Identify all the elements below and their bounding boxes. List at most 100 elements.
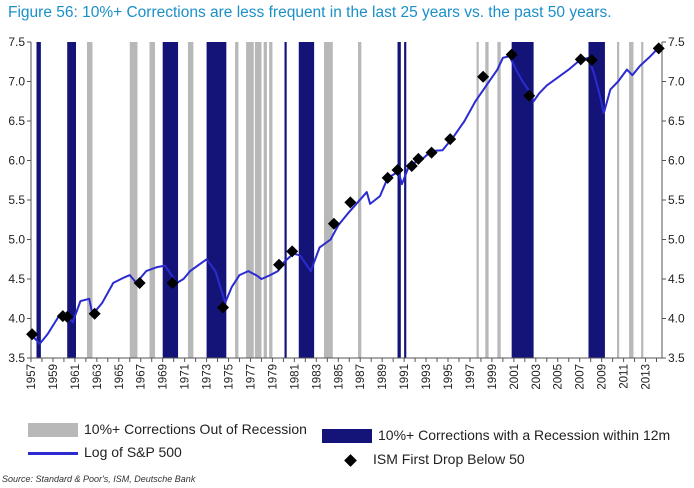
y-tick-label-right-4: 5.5 <box>668 193 685 207</box>
legend-corrections-label: 10%+ Corrections Out of Recession <box>84 421 307 437</box>
sp500-line-group <box>30 49 658 345</box>
correction-band-16 <box>641 42 644 358</box>
x-tick-label-1: 1959 <box>48 364 60 390</box>
ism-marker-3 <box>88 307 101 320</box>
y-tick-label-left-3: 5.0 <box>8 233 25 247</box>
y-tick-label-left-5: 6.0 <box>8 154 25 168</box>
ism-marker-9 <box>327 217 340 230</box>
y-tick-label-left-2: 4.5 <box>8 272 25 286</box>
recession-band-4 <box>284 42 287 358</box>
recession-band-5 <box>298 42 315 358</box>
x-tick-label-18: 1993 <box>421 364 433 390</box>
ism-marker-22 <box>652 42 665 55</box>
x-tick-label-7: 1971 <box>180 364 192 390</box>
x-tick-label-17: 1991 <box>399 364 411 390</box>
correction-bands <box>36 42 644 358</box>
x-tick-label-0: 1957 <box>26 364 38 390</box>
ism-marker-8 <box>286 245 299 258</box>
ism-marker-2 <box>61 310 74 323</box>
x-tick-label-23: 2003 <box>531 364 543 390</box>
legend-ism-marker <box>344 453 357 467</box>
correction-band-2 <box>149 42 156 358</box>
correction-band-3 <box>187 42 194 358</box>
x-tick-label-28: 2013 <box>641 364 653 390</box>
y-tick-label-left-6: 6.5 <box>8 114 25 128</box>
x-tick-label-5: 1967 <box>136 364 148 390</box>
correction-band-8 <box>269 42 273 358</box>
ism-marker-18 <box>505 48 518 61</box>
chart-title: Figure 56: 10%+ Corrections are less fre… <box>8 4 612 21</box>
ism-marker-20 <box>574 53 587 66</box>
ism-markers <box>26 42 665 341</box>
x-tick-label-26: 2009 <box>597 364 609 390</box>
recession-band-9 <box>588 42 605 358</box>
ism-marker-10 <box>344 196 357 209</box>
correction-band-13 <box>497 42 501 358</box>
recession-band-0 <box>36 42 41 358</box>
x-tick-label-15: 1987 <box>355 364 367 390</box>
recession-band-1 <box>67 42 76 358</box>
legend-recession-swatch <box>322 429 372 444</box>
correction-band-1 <box>129 42 138 358</box>
recession-band-2 <box>162 42 179 358</box>
correction-band-9 <box>324 42 333 358</box>
x-tick-label-14: 1985 <box>333 364 345 390</box>
x-tick-label-21: 1999 <box>487 364 499 390</box>
ism-marker-4 <box>133 276 146 289</box>
x-tick-label-8: 1973 <box>202 364 214 390</box>
axes: 3.5 3.5 4.0 4.0 4.5 4.5 5.0 5.0 5.5 5.5 6.0 6.0 6.5 6… <box>8 35 685 390</box>
y-tick-label-left-7: 7.0 <box>8 75 25 89</box>
legend-ism-label: ISM First Drop Below 50 <box>373 451 525 467</box>
y-tick-label-right-6: 6.5 <box>668 114 685 128</box>
x-tick-label-13: 1983 <box>311 364 323 390</box>
x-tick-label-3: 1963 <box>92 364 104 390</box>
correction-band-15 <box>629 42 634 358</box>
legend-ism: ISM First Drop Below 50 <box>344 451 525 467</box>
recession-band-8 <box>511 42 534 358</box>
x-tick-label-20: 1997 <box>465 364 477 390</box>
y-tick-label-right-7: 7.0 <box>668 75 685 89</box>
x-tick-label-24: 2005 <box>553 364 565 390</box>
y-tick-label-left-1: 4.0 <box>8 312 25 326</box>
x-tick-label-16: 1989 <box>377 364 389 390</box>
legend-recession: 10%+ Corrections with a Recession within… <box>322 427 671 444</box>
x-tick-label-12: 1981 <box>289 364 301 390</box>
correction-band-11 <box>476 42 479 358</box>
recession-band-7 <box>404 42 407 358</box>
y-tick-label-right-5: 6.0 <box>668 154 685 168</box>
ism-marker-11 <box>381 171 394 184</box>
correction-band-5 <box>246 42 254 358</box>
legend-corrections: 10%+ Corrections Out of Recession <box>28 421 307 438</box>
ism-marker-0 <box>26 328 39 341</box>
y-tick-label-right-1: 4.0 <box>668 312 685 326</box>
y-tick-label-left-4: 5.5 <box>8 193 25 207</box>
x-tick-label-9: 1975 <box>224 364 236 390</box>
x-tick-label-6: 1969 <box>158 364 170 390</box>
x-tick-label-27: 2011 <box>619 364 631 389</box>
recession-band-6 <box>397 42 401 358</box>
ism-marker-21 <box>585 54 598 67</box>
ism-marker-6 <box>217 301 230 314</box>
legend-recession-label: 10%+ Corrections with a Recession within… <box>378 427 671 443</box>
ism-marker-15 <box>425 146 438 159</box>
y-tick-label-left-0: 3.5 <box>8 351 25 365</box>
recession-band-3 <box>206 42 227 358</box>
correction-band-12 <box>485 42 489 358</box>
x-tick-label-25: 2007 <box>575 364 587 390</box>
legend-corrections-swatch <box>28 423 78 438</box>
legend-line-label: Log of S&P 500 <box>84 444 182 460</box>
legend-line: Log of S&P 500 <box>28 444 182 460</box>
correction-band-14 <box>617 42 620 358</box>
y-tick-label-left-8: 7.5 <box>8 35 25 49</box>
source-note: Source: Standard & Poor's, ISM, Deutsche… <box>2 474 196 484</box>
correction-band-7 <box>263 42 267 358</box>
ism-marker-5 <box>166 276 179 289</box>
x-tick-label-11: 1979 <box>267 364 279 390</box>
ism-marker-16 <box>444 133 457 146</box>
correction-band-6 <box>254 42 262 358</box>
ism-marker-14 <box>412 152 425 165</box>
x-tick-label-22: 2001 <box>509 364 521 390</box>
x-tick-label-10: 1977 <box>245 364 257 390</box>
sp500-log-line <box>30 49 658 345</box>
